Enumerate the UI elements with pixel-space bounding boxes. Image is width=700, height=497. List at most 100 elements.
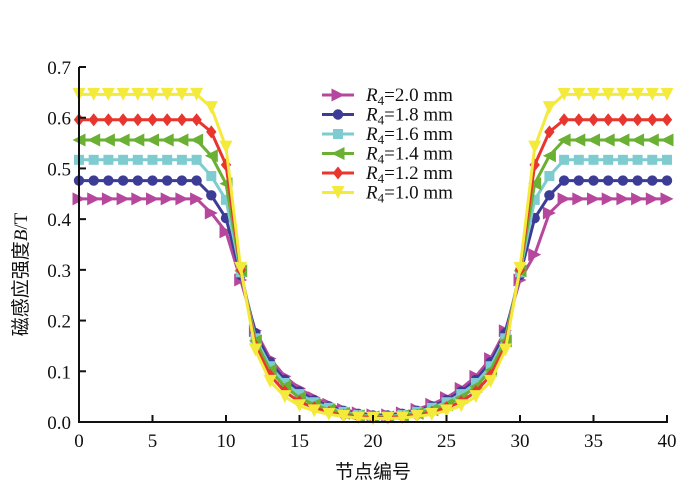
data-point bbox=[294, 389, 305, 400]
data-point bbox=[248, 343, 262, 357]
data-point bbox=[631, 192, 645, 206]
y-tick-label: 0.3 bbox=[47, 261, 71, 282]
legend-label: R4=1.6 mm bbox=[365, 124, 453, 147]
data-point bbox=[601, 133, 615, 147]
data-point bbox=[558, 175, 570, 186]
legend-item: R4=1.0 mm bbox=[322, 183, 453, 206]
data-point bbox=[631, 87, 645, 101]
data-point bbox=[470, 377, 481, 388]
legend-marker-triangle-down-icon bbox=[331, 186, 345, 199]
data-point bbox=[588, 113, 599, 127]
data-point bbox=[146, 192, 159, 206]
y-axis-title: 磁感应强度B/T bbox=[10, 212, 32, 336]
y-tick-label: 0.2 bbox=[47, 312, 71, 333]
data-point bbox=[572, 133, 586, 147]
data-point bbox=[103, 154, 114, 165]
data-point bbox=[87, 133, 101, 147]
data-point bbox=[206, 171, 217, 182]
legend-label: R4=1.8 mm bbox=[365, 105, 453, 128]
data-point bbox=[132, 113, 143, 127]
data-point bbox=[176, 113, 188, 127]
data-point bbox=[603, 154, 614, 165]
data-point bbox=[132, 154, 143, 165]
data-point bbox=[265, 361, 276, 372]
data-point bbox=[454, 399, 468, 413]
data-point bbox=[175, 192, 189, 206]
data-point bbox=[147, 113, 158, 127]
data-point bbox=[103, 175, 114, 186]
data-point bbox=[351, 411, 365, 425]
data-point bbox=[645, 192, 659, 206]
x-tick-label: 40 bbox=[658, 431, 677, 452]
data-point bbox=[542, 149, 556, 163]
data-point bbox=[87, 192, 101, 206]
data-point bbox=[88, 154, 99, 165]
data-point bbox=[160, 133, 174, 147]
data-point bbox=[513, 261, 527, 275]
x-tick-label: 30 bbox=[511, 431, 530, 452]
data-point bbox=[587, 133, 600, 147]
data-point bbox=[101, 87, 115, 101]
data-point bbox=[662, 154, 672, 165]
legend-item: R4=1.6 mm bbox=[322, 124, 453, 147]
data-point bbox=[117, 113, 129, 127]
data-point bbox=[132, 175, 143, 186]
data-point bbox=[588, 175, 599, 186]
data-point bbox=[645, 87, 659, 101]
data-point bbox=[603, 113, 614, 127]
data-point bbox=[603, 175, 614, 186]
legend-marker-diamond-icon bbox=[332, 166, 344, 180]
data-point bbox=[558, 113, 570, 127]
data-point bbox=[101, 192, 115, 206]
legend-label: R4=1.0 mm bbox=[365, 183, 453, 206]
data-point bbox=[88, 113, 99, 127]
data-point bbox=[660, 192, 674, 206]
data-point bbox=[191, 113, 202, 127]
data-point bbox=[647, 154, 658, 165]
data-point bbox=[645, 133, 659, 147]
series-line bbox=[79, 197, 667, 417]
svg-text:磁感应强度B/T: 磁感应强度B/T bbox=[10, 212, 32, 336]
y-tick-label: 0.6 bbox=[47, 109, 71, 130]
data-point bbox=[131, 192, 145, 206]
data-point bbox=[116, 133, 130, 147]
x-ticks: 0 5 10 15 20 25 30 35 40 bbox=[74, 415, 677, 452]
data-point bbox=[176, 175, 188, 186]
data-point bbox=[587, 87, 600, 101]
data-point bbox=[617, 154, 628, 165]
data-point bbox=[660, 133, 674, 147]
data-point bbox=[146, 87, 159, 101]
data-point bbox=[395, 411, 409, 425]
data-point bbox=[160, 87, 174, 101]
data-point bbox=[632, 113, 643, 127]
data-point bbox=[221, 194, 231, 205]
data-point bbox=[191, 175, 202, 186]
data-point bbox=[307, 404, 321, 418]
x-tick-label: 5 bbox=[148, 431, 158, 452]
data-point bbox=[88, 175, 99, 186]
data-point bbox=[87, 87, 101, 101]
data-point bbox=[557, 87, 571, 101]
data-point bbox=[632, 175, 643, 186]
data-point bbox=[175, 133, 189, 147]
legend-label: R4=1.4 mm bbox=[365, 144, 453, 167]
x-tick-label: 20 bbox=[364, 431, 383, 452]
data-point bbox=[263, 374, 277, 388]
legend-item: R4=1.2 mm bbox=[322, 163, 453, 186]
data-point bbox=[425, 407, 439, 421]
data-point bbox=[572, 192, 586, 206]
series-circle bbox=[73, 175, 673, 421]
data-point bbox=[337, 409, 351, 423]
data-point bbox=[381, 411, 395, 425]
data-point bbox=[616, 192, 630, 206]
data-point bbox=[587, 192, 600, 206]
data-point bbox=[146, 133, 159, 147]
data-point bbox=[116, 87, 130, 101]
x-tick-label: 0 bbox=[74, 431, 84, 452]
y-tick-label: 0.5 bbox=[47, 159, 71, 180]
legend-item: R4=1.8 mm bbox=[322, 105, 453, 128]
x-axis-title: 节点编号 bbox=[335, 461, 411, 483]
data-point bbox=[162, 175, 173, 186]
y-axis-title-var: B bbox=[11, 229, 32, 241]
y-tick-label: 0.4 bbox=[47, 210, 71, 231]
